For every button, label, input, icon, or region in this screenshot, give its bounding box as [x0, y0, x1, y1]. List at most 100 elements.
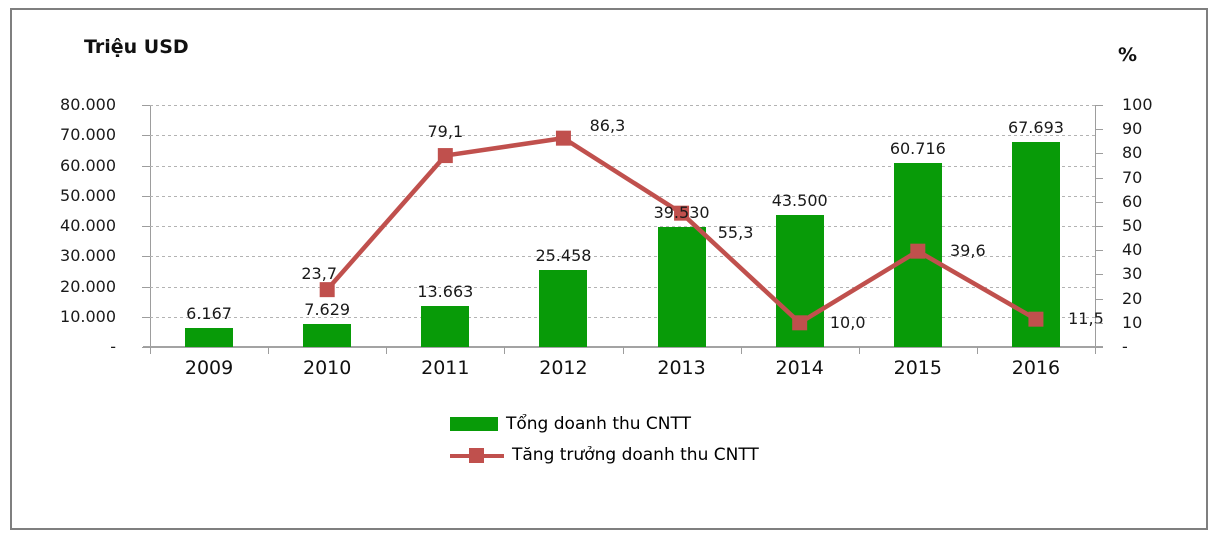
bar-value-label: 60.716	[889, 139, 946, 159]
left-axis-tick	[142, 165, 150, 167]
gridline	[150, 165, 1095, 167]
x-axis-tick	[150, 347, 151, 354]
bar-value-label: 39.530	[653, 203, 710, 223]
gridline	[150, 226, 1095, 227]
left-axis-tick-label: 10.000	[60, 306, 116, 326]
right-axis-tick	[1095, 226, 1103, 227]
x-axis-label-2016: 2016	[1011, 357, 1061, 379]
x-axis-label-2014: 2014	[775, 357, 824, 379]
bar-2011	[421, 305, 470, 347]
x-axis-tick	[740, 347, 742, 354]
bar-value-label: 6.167	[186, 304, 232, 324]
gridline	[150, 256, 1095, 258]
bar-2009	[185, 328, 234, 347]
plot-area: 6.167 7.629 13.663 25.458 39.530 43.500 60.716…	[150, 105, 1104, 347]
right-axis-title: %	[1118, 44, 1138, 66]
growth-marker-icon	[910, 243, 926, 259]
legend: Tổng doanh thu CNTT Tăng trưởng doanh th…	[450, 414, 759, 476]
right-axis-tick-label: 60	[1122, 191, 1143, 211]
growth-marker-icon	[555, 130, 571, 146]
left-axis-tick-label: 20.000	[60, 276, 116, 296]
left-axis-tick	[142, 105, 150, 106]
growth-value-label: 39,6	[950, 241, 986, 261]
left-axis-tick	[142, 286, 150, 288]
right-axis-tick	[1095, 201, 1103, 203]
right-axis-tick-label: 20	[1122, 288, 1143, 308]
left-axis-tick-label: 40.000	[60, 216, 116, 235]
right-axis-tick	[1095, 298, 1103, 300]
growth-marker-icon	[437, 148, 453, 164]
right-axis-tick	[1095, 347, 1103, 348]
right-axis-tick-label: 50	[1122, 216, 1143, 235]
bar-2012	[539, 269, 588, 347]
gridline	[150, 286, 1095, 288]
x-axis-tick	[504, 347, 506, 354]
left-axis-tick-label: 30.000	[60, 246, 116, 266]
left-axis-tick-label: -	[110, 337, 116, 356]
right-axis-tick	[1095, 153, 1103, 155]
growth-marker-icon	[792, 315, 808, 331]
line-series-swatch	[450, 447, 504, 463]
x-axis-label-2015: 2015	[893, 357, 942, 379]
right-axis-tick	[1095, 322, 1103, 324]
x-axis-label-2013: 2013	[657, 357, 706, 379]
bar-value-label: 25.458	[535, 245, 592, 265]
bar-value-label: 43.500	[771, 191, 828, 211]
x-axis-tick	[386, 347, 388, 354]
gridline	[150, 105, 1095, 106]
gridline	[150, 195, 1095, 197]
right-axis-tick	[1095, 274, 1103, 276]
right-axis-tick	[1095, 129, 1103, 131]
right-axis-tick-label: 30	[1122, 264, 1143, 284]
growth-marker-icon	[674, 205, 690, 221]
left-axis-tick	[142, 256, 150, 258]
right-axis-tick-label: 70	[1122, 167, 1143, 187]
left-axis-tick-label: 60.000	[60, 155, 116, 175]
bar-value-label: 67.693	[1007, 118, 1064, 138]
x-axis-tick	[622, 347, 624, 354]
growth-value-label: 11,5	[1068, 309, 1104, 329]
gridline	[150, 316, 1095, 318]
bar-value-label: 13.663	[417, 281, 474, 301]
bar-value-label: 7.629	[304, 299, 351, 319]
x-axis-label-2010: 2010	[303, 357, 352, 379]
right-axis-tick-label: 10	[1122, 312, 1143, 332]
left-axis-tick	[142, 347, 150, 348]
x-axis-tick	[858, 347, 860, 354]
growth-value-label: 86,3	[589, 116, 626, 136]
left-axis-title: Triệu USD	[84, 36, 189, 58]
growth-value-label: 55,3	[717, 223, 754, 243]
bar-2010	[303, 323, 352, 347]
growth-marker-icon	[1028, 311, 1044, 327]
left-axis-tick	[142, 226, 150, 227]
x-axis-tick	[268, 347, 270, 354]
x-axis-label-2012: 2012	[539, 357, 588, 379]
legend-item-growth: Tăng trưởng doanh thu CNTT	[450, 445, 759, 465]
x-axis-tick	[976, 347, 978, 354]
growth-line-layer	[319, 130, 1044, 331]
legend-item-revenue: Tổng doanh thu CNTT	[450, 414, 759, 434]
growth-value-label: 79,1	[427, 121, 464, 141]
left-axis-tick-label: 50.000	[60, 185, 116, 205]
x-axis-tick	[1095, 347, 1096, 354]
chart-frame-border	[10, 8, 1208, 530]
legend-label-revenue: Tổng doanh thu CNTT	[506, 414, 691, 434]
data-label-layer: 6.167 7.629 13.663 25.458 39.530 43.500 60.716…	[150, 105, 1104, 347]
x-axis-label-2011: 2011	[421, 357, 470, 379]
x-axis-label-2009: 2009	[184, 357, 234, 379]
right-axis-tick	[1095, 250, 1103, 252]
bar-series-swatch	[450, 417, 498, 431]
bar-2013	[657, 227, 706, 347]
gridline	[150, 135, 1095, 137]
growth-value-label: 23,7	[301, 263, 337, 283]
right-axis-tick	[1095, 177, 1103, 179]
line-swatch-marker-icon	[469, 447, 484, 463]
left-axis-tick-label: 80.000	[60, 95, 116, 114]
right-axis-tick	[1095, 105, 1103, 106]
growth-marker-icon	[319, 282, 335, 298]
right-axis-tick-label: 80	[1122, 143, 1143, 163]
right-axis-tick-label: 90	[1122, 119, 1143, 139]
right-axis-tick-label: -	[1122, 337, 1128, 356]
growth-value-label: 10,0	[829, 312, 866, 332]
